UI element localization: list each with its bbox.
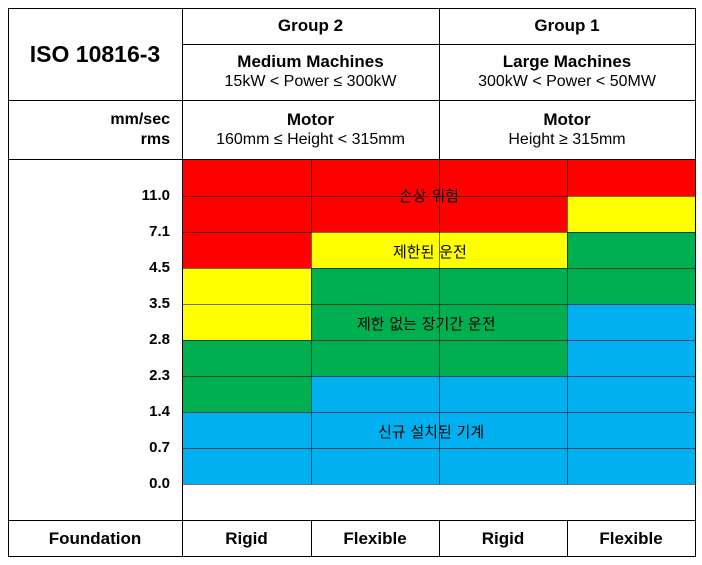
zone-label-restricted: 제한된 운전: [393, 243, 467, 261]
zone-danger-g2-rigid: [182, 159, 311, 268]
table-border: [567, 520, 568, 557]
grid-line: [311, 159, 312, 484]
zone-restricted-g1-rigid: [439, 232, 567, 268]
zone-danger-g2-flexible: [311, 159, 439, 232]
zone-danger-g1-flexible: [567, 159, 695, 196]
medium-machines-cell: Medium Machines 15kW < Power ≤ 300kW: [182, 44, 439, 100]
grid-line: [182, 196, 695, 197]
group2-label: Group 2: [277, 16, 344, 35]
table-border: [182, 8, 183, 557]
foundation-g1-rigid: Rigid: [481, 529, 525, 548]
zone-label-unrestricted: 제한 없는 장기간 운전: [357, 315, 496, 333]
motor-medium-cell: Motor 160mm ≤ Height < 315mm: [182, 100, 439, 159]
grid-line: [182, 340, 695, 341]
grid-line: [182, 448, 695, 449]
unit-line-1: mm/sec: [110, 110, 170, 128]
zone-new-g2-flexible: [311, 376, 439, 484]
table-border: [8, 8, 9, 557]
table-border: [311, 520, 312, 557]
motor-large-cell: Motor Height ≥ 315mm: [439, 100, 695, 159]
zone-label-danger: 손상 위험: [399, 187, 459, 205]
grid-line: [567, 159, 568, 484]
zone-label-new: 신규 설치된 기계: [378, 423, 485, 441]
scale-tick: 1.4: [149, 403, 170, 420]
large-machines-range: 300kW < Power < 50MW: [478, 73, 656, 90]
motor-medium-range: 160mm ≤ Height < 315mm: [216, 130, 405, 148]
grid-line: [439, 159, 440, 484]
large-machines-cell: Large Machines 300kW < Power < 50MW: [439, 44, 695, 100]
grid-line: [182, 484, 695, 485]
grid-line: [182, 232, 695, 233]
large-machines-title: Large Machines: [502, 52, 632, 71]
zone-new-g1-rigid: [439, 376, 567, 484]
zone-danger-g1-rigid: [439, 159, 567, 232]
motor-large-label: Motor: [543, 109, 591, 129]
motor-medium-label: Motor: [286, 109, 335, 129]
medium-machines-title: Medium Machines: [237, 52, 384, 71]
foundation-g1-flexible: Flexible: [599, 529, 663, 548]
zone-unrestricted-g2-flexible: [311, 268, 439, 376]
chart-title: ISO 10816-3: [29, 40, 161, 67]
table-border: [8, 8, 696, 9]
table-border: [8, 159, 696, 160]
group1-label: Group 1: [534, 16, 600, 35]
scale-tick: 0.7: [149, 439, 170, 456]
table-border: [8, 556, 696, 557]
scale-tick: 7.1: [149, 223, 170, 240]
zone-new-g1-flexible: [567, 304, 695, 484]
scale-tick: 0.0: [149, 475, 170, 492]
grid-line: [182, 304, 695, 305]
motor-large-range: Height ≥ 315mm: [508, 130, 626, 148]
grid-line: [182, 412, 695, 413]
table-border: [695, 8, 696, 557]
zone-unrestricted-g1-rigid: [439, 268, 567, 376]
scale-tick: 4.5: [149, 259, 170, 276]
foundation-g2-flexible: Flexible: [343, 529, 407, 548]
scale-tick: 2.8: [149, 331, 170, 348]
scale-tick: 3.5: [149, 295, 170, 312]
grid-line: [182, 376, 695, 377]
table-border: [8, 520, 696, 521]
grid-line: [182, 268, 695, 269]
table-border: [439, 520, 440, 557]
zone-restricted-g2-flexible: [311, 232, 439, 268]
scale-tick: 2.3: [149, 367, 170, 384]
unit-label: mm/sec rms: [8, 100, 170, 159]
scale-tick: 11.0: [141, 187, 170, 204]
table-border: [8, 100, 696, 101]
table-border: [439, 8, 440, 159]
foundation-label: Foundation: [48, 529, 142, 548]
zone-restricted-g1-flexible: [567, 196, 695, 232]
unit-line-2: rms: [140, 130, 170, 148]
foundation-g2-rigid: Rigid: [225, 529, 268, 548]
medium-machines-range: 15kW < Power ≤ 300kW: [224, 73, 397, 90]
